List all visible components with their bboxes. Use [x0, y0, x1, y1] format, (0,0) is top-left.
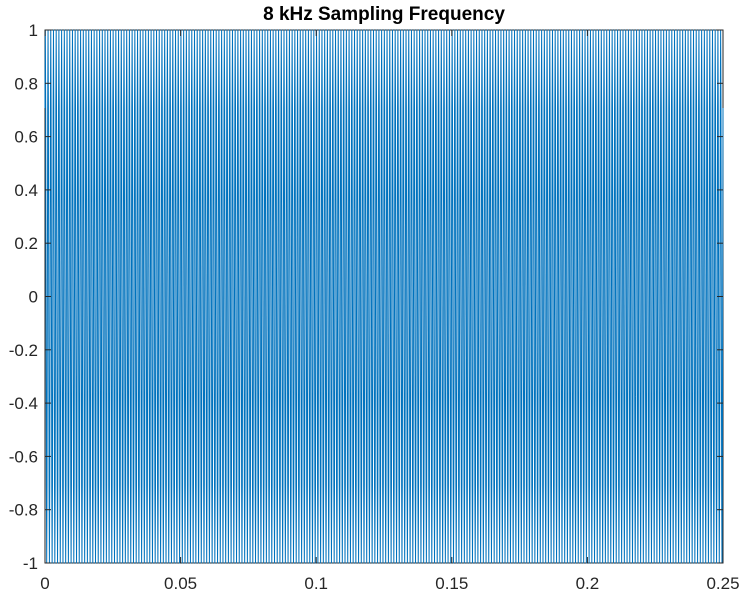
x-tick-label: 0.1 — [304, 574, 328, 593]
y-axis: 1 0.8 0.6 0.4 0.2 0 -0.2 -0.4 -0.6 -0.8 -1 — [9, 21, 723, 573]
chart-title: 8 kHz Sampling Frequency — [263, 4, 505, 25]
y-tick-label: -0.2 — [9, 341, 38, 360]
series-line — [44, 29, 724, 564]
x-tick-label: 0 — [40, 574, 49, 593]
y-tick-label: -0.8 — [9, 501, 38, 520]
plot-area — [44, 29, 724, 564]
y-tick-label: -0.6 — [9, 447, 38, 466]
x-axis: 0 0.05 0.1 0.15 0.2 0.25 — [40, 30, 740, 593]
x-tick-label: 0.2 — [576, 574, 600, 593]
y-tick-label: 0.6 — [14, 128, 38, 147]
y-tick-label: 0.4 — [14, 181, 38, 200]
y-tick-label: 0.8 — [14, 74, 38, 93]
y-tick-label: -1 — [23, 554, 38, 573]
x-tick-label: 0.05 — [164, 574, 197, 593]
y-tick-label: 1 — [29, 21, 38, 40]
y-tick-label: -0.4 — [9, 394, 38, 413]
x-tick-label: 0.25 — [706, 574, 739, 593]
y-tick-label: 0.2 — [14, 234, 38, 253]
x-tick-label: 0.15 — [435, 574, 468, 593]
y-tick-label: 0 — [29, 288, 38, 307]
